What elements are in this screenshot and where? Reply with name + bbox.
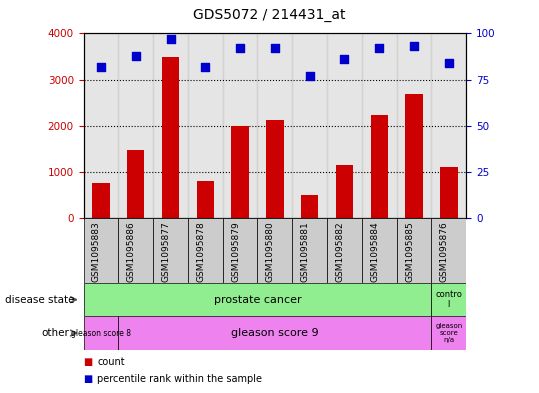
Text: GSM1095885: GSM1095885: [405, 221, 414, 282]
Bar: [188, 218, 223, 283]
Point: [166, 36, 175, 42]
Text: GSM1095880: GSM1095880: [266, 221, 275, 282]
Bar: [336, 165, 353, 218]
Text: gleason score 9: gleason score 9: [231, 328, 319, 338]
Bar: [431, 33, 466, 218]
Bar: [440, 167, 458, 218]
Text: GSM1095877: GSM1095877: [162, 221, 170, 282]
Text: gleason score 8: gleason score 8: [71, 329, 131, 338]
Text: GSM1095883: GSM1095883: [92, 221, 101, 282]
Bar: [84, 218, 119, 283]
Text: GSM1095878: GSM1095878: [196, 221, 205, 282]
Text: percentile rank within the sample: percentile rank within the sample: [97, 374, 262, 384]
Bar: [362, 33, 397, 218]
Bar: [397, 218, 431, 283]
Bar: [119, 33, 153, 218]
Text: contro
l: contro l: [436, 290, 462, 309]
Bar: [327, 218, 362, 283]
Text: GSM1095879: GSM1095879: [231, 221, 240, 282]
Bar: [153, 218, 188, 283]
Bar: [301, 195, 319, 218]
Bar: [258, 218, 292, 283]
Text: GSM1095882: GSM1095882: [335, 221, 344, 282]
Point: [96, 64, 105, 70]
Bar: [431, 316, 466, 350]
Text: gleason
score
n/a: gleason score n/a: [435, 323, 462, 343]
Bar: [188, 33, 223, 218]
Text: other: other: [42, 328, 70, 338]
Point: [236, 45, 244, 51]
Point: [375, 45, 384, 51]
Bar: [92, 184, 109, 218]
Point: [271, 45, 279, 51]
Bar: [197, 181, 214, 218]
Text: GSM1095886: GSM1095886: [127, 221, 136, 282]
Bar: [292, 218, 327, 283]
Text: disease state: disease state: [5, 295, 75, 305]
Text: ■: ■: [84, 374, 93, 384]
Text: GSM1095884: GSM1095884: [370, 221, 379, 282]
Point: [410, 43, 418, 50]
Bar: [119, 316, 431, 350]
Text: GSM1095881: GSM1095881: [301, 221, 310, 282]
Bar: [231, 126, 249, 218]
Bar: [223, 218, 258, 283]
Bar: [362, 218, 397, 283]
Text: prostate cancer: prostate cancer: [213, 295, 301, 305]
Point: [445, 60, 453, 66]
Point: [201, 64, 210, 70]
Bar: [431, 283, 466, 316]
Bar: [127, 150, 144, 218]
Bar: [431, 218, 466, 283]
Bar: [223, 33, 258, 218]
Point: [340, 56, 349, 62]
Text: GSM1095876: GSM1095876: [440, 221, 449, 282]
Text: GDS5072 / 214431_at: GDS5072 / 214431_at: [194, 7, 345, 22]
Text: count: count: [97, 356, 125, 367]
Bar: [84, 33, 119, 218]
Bar: [405, 94, 423, 218]
Point: [306, 73, 314, 79]
Bar: [292, 33, 327, 218]
Bar: [397, 33, 431, 218]
Bar: [327, 33, 362, 218]
Bar: [119, 218, 153, 283]
Text: ■: ■: [84, 356, 93, 367]
Bar: [84, 316, 119, 350]
Bar: [258, 33, 292, 218]
Bar: [162, 57, 179, 218]
Bar: [153, 33, 188, 218]
Bar: [371, 115, 388, 218]
Bar: [266, 120, 284, 218]
Point: [132, 52, 140, 59]
